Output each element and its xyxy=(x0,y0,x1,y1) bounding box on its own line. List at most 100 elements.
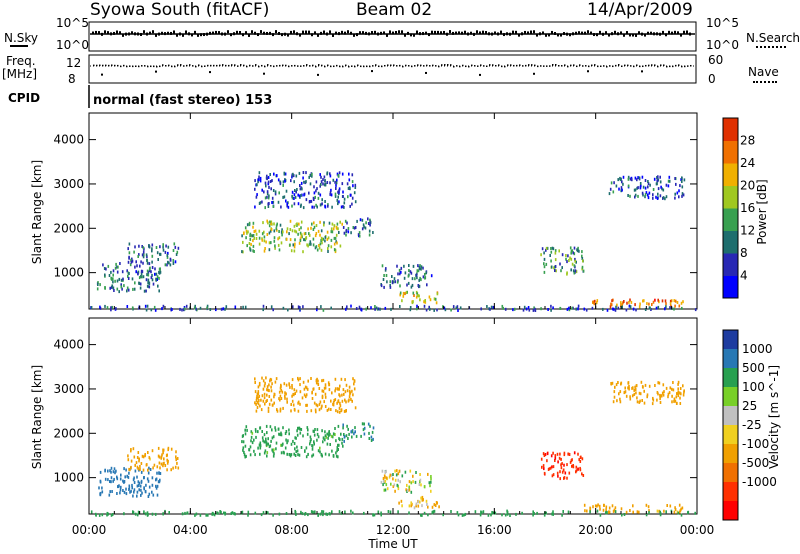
nsky-sample xyxy=(194,30,196,34)
data-cell xyxy=(266,177,268,181)
data-cell xyxy=(554,251,557,255)
data-cell xyxy=(336,198,339,202)
data-cell xyxy=(234,512,236,516)
data-cell xyxy=(504,513,507,517)
data-cell xyxy=(320,183,322,186)
data-cell xyxy=(158,461,161,465)
data-cell xyxy=(116,475,118,479)
data-cell xyxy=(653,177,656,181)
data-cell xyxy=(230,512,233,515)
data-cell xyxy=(352,226,355,229)
data-cell xyxy=(442,513,444,517)
data-cell xyxy=(140,470,143,474)
data-cell xyxy=(347,437,349,440)
data-cell xyxy=(294,392,296,395)
data-cell xyxy=(266,219,268,223)
data-cell xyxy=(265,400,267,403)
data-cell xyxy=(109,286,111,290)
data-cell xyxy=(268,185,270,189)
data-cell xyxy=(512,308,514,312)
data-cell xyxy=(383,285,385,289)
data-cell xyxy=(148,282,151,286)
data-cell xyxy=(550,304,552,308)
data-cell xyxy=(263,230,265,234)
data-cell xyxy=(117,265,119,269)
data-cell xyxy=(121,287,123,291)
data-cell xyxy=(317,229,320,233)
data-cell xyxy=(337,443,339,447)
data-cell xyxy=(155,272,158,276)
data-cell xyxy=(581,254,583,258)
data-cell xyxy=(627,184,630,188)
x-tick-label: 20:00 xyxy=(578,523,613,537)
data-cell xyxy=(299,377,301,381)
data-cell xyxy=(578,458,580,462)
data-cell xyxy=(456,511,459,515)
data-cell xyxy=(314,510,316,514)
data-cell xyxy=(281,443,283,447)
data-cell xyxy=(279,409,282,413)
data-cell xyxy=(592,505,594,509)
data-cell xyxy=(348,172,350,176)
data-cell xyxy=(683,390,685,394)
data-cell xyxy=(273,401,275,405)
data-cell xyxy=(301,193,303,197)
data-cell xyxy=(124,475,126,479)
nsky-sample xyxy=(335,31,337,35)
data-cell xyxy=(658,381,661,385)
data-cell xyxy=(299,237,302,241)
freq-sample xyxy=(573,64,575,66)
data-cell xyxy=(279,182,282,186)
data-cell xyxy=(324,386,327,390)
data-cell xyxy=(314,408,317,412)
data-cell xyxy=(352,511,354,515)
data-cell xyxy=(406,488,409,492)
data-cell xyxy=(332,403,335,407)
data-cell xyxy=(664,197,666,201)
data-cell xyxy=(372,513,374,517)
data-cell xyxy=(130,459,133,463)
data-cell xyxy=(298,241,301,245)
data-cell xyxy=(575,465,578,469)
data-cell xyxy=(606,308,609,312)
data-cell xyxy=(119,488,122,492)
data-cell xyxy=(325,512,327,516)
data-cell xyxy=(270,378,273,382)
data-cell xyxy=(254,377,256,381)
data-cell xyxy=(157,258,159,261)
data-cell xyxy=(270,305,273,309)
data-cell xyxy=(417,284,420,287)
data-cell xyxy=(630,300,633,304)
freq-sample xyxy=(177,64,179,66)
data-cell xyxy=(137,510,140,514)
data-cell xyxy=(634,388,637,391)
data-cell xyxy=(348,385,351,389)
data-cell xyxy=(422,275,425,279)
freq-sample xyxy=(555,64,557,66)
data-cell xyxy=(164,263,167,267)
data-cell xyxy=(249,445,252,449)
data-cell xyxy=(146,269,149,273)
data-cell xyxy=(248,448,251,452)
data-cell xyxy=(334,427,336,430)
nsky-sample xyxy=(332,33,334,37)
data-cell xyxy=(674,304,676,308)
nsky-sample xyxy=(548,33,550,37)
data-cell xyxy=(349,391,352,395)
data-cell xyxy=(694,308,697,312)
data-cell xyxy=(645,503,648,507)
data-cell xyxy=(417,504,420,508)
data-cell xyxy=(195,307,197,311)
data-cell xyxy=(569,246,572,250)
data-cell xyxy=(146,255,148,259)
data-cell xyxy=(244,444,247,448)
data-cell xyxy=(254,205,256,209)
data-cell xyxy=(608,192,611,196)
data-cell xyxy=(394,489,396,493)
data-cell xyxy=(619,397,621,401)
data-cell xyxy=(259,201,262,205)
data-cell xyxy=(332,178,335,182)
data-cell xyxy=(256,395,258,398)
nsky-sample xyxy=(431,30,433,34)
